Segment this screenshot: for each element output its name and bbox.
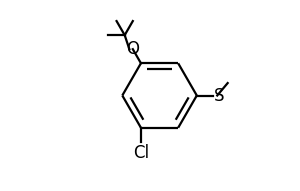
Text: Cl: Cl xyxy=(133,144,149,162)
Text: O: O xyxy=(126,40,139,58)
Text: S: S xyxy=(214,87,224,104)
